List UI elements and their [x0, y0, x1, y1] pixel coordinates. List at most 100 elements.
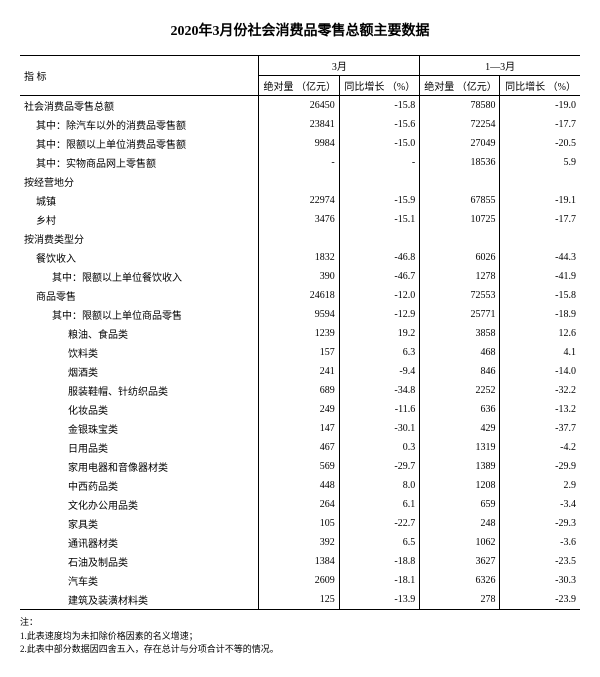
cell-abs2: 1389 — [420, 457, 500, 476]
cell-abs1: 22974 — [259, 191, 339, 210]
cell-abs1: 264 — [259, 495, 339, 514]
cell-abs2: 72254 — [420, 115, 500, 134]
cell-yoy1: -11.6 — [339, 400, 420, 419]
cell-yoy1: -46.7 — [339, 267, 420, 286]
cell-yoy2: -29.3 — [500, 514, 580, 533]
cell-yoy2: -41.9 — [500, 267, 580, 286]
row-label: 烟酒类 — [20, 362, 259, 381]
cell-yoy2: -30.3 — [500, 571, 580, 590]
cell-yoy2: 5.9 — [500, 153, 580, 172]
row-label: 金银珠宝类 — [20, 419, 259, 438]
cell-yoy2: -29.9 — [500, 457, 580, 476]
row-label: 石油及制品类 — [20, 552, 259, 571]
col-period1: 3月 — [259, 56, 420, 76]
cell-abs1: 390 — [259, 267, 339, 286]
cell-abs1: 147 — [259, 419, 339, 438]
row-label: 社会消费品零售总额 — [20, 96, 259, 116]
cell-abs1: 23841 — [259, 115, 339, 134]
cell-yoy1: -34.8 — [339, 381, 420, 400]
cell-abs2: 67855 — [420, 191, 500, 210]
row-label: 餐饮收入 — [20, 248, 259, 267]
cell-abs1: 9984 — [259, 134, 339, 153]
cell-abs2: 1278 — [420, 267, 500, 286]
cell-abs2: 18536 — [420, 153, 500, 172]
cell-abs1: 1832 — [259, 248, 339, 267]
cell-yoy1: -12.0 — [339, 286, 420, 305]
cell-yoy1: 6.3 — [339, 343, 420, 362]
col-yoy1: 同比增长 （%） — [339, 76, 420, 96]
cell-yoy2: -4.2 — [500, 438, 580, 457]
cell-yoy2: -3.4 — [500, 495, 580, 514]
cell-yoy1: 0.3 — [339, 438, 420, 457]
cell-yoy2: -3.6 — [500, 533, 580, 552]
cell-yoy2: -15.8 — [500, 286, 580, 305]
cell-yoy1: 19.2 — [339, 324, 420, 343]
cell-yoy1: -15.9 — [339, 191, 420, 210]
cell-abs2: 468 — [420, 343, 500, 362]
cell-abs2: 1208 — [420, 476, 500, 495]
cell-yoy1: 8.0 — [339, 476, 420, 495]
note-2: 2.此表中部分数据因四舍五入，存在总计与分项合计不等的情况。 — [20, 643, 580, 657]
cell-abs1: 9594 — [259, 305, 339, 324]
cell-abs2: 6026 — [420, 248, 500, 267]
row-label: 其中：限额以上单位商品零售 — [20, 305, 259, 324]
cell-yoy1: -15.6 — [339, 115, 420, 134]
cell-yoy1: 6.5 — [339, 533, 420, 552]
cell-abs2: 846 — [420, 362, 500, 381]
cell-abs2: 6326 — [420, 571, 500, 590]
row-label: 日用品类 — [20, 438, 259, 457]
cell-abs2: 1319 — [420, 438, 500, 457]
cell-abs1: 569 — [259, 457, 339, 476]
cell-abs2: 78580 — [420, 96, 500, 116]
table-title: 2020年3月份社会消费品零售总额主要数据 — [20, 20, 580, 40]
cell-abs2: 248 — [420, 514, 500, 533]
cell-abs1: 2609 — [259, 571, 339, 590]
cell-abs2: 2252 — [420, 381, 500, 400]
cell-yoy1: -46.8 — [339, 248, 420, 267]
col-abs2: 绝对量 （亿元） — [420, 76, 500, 96]
col-yoy2: 同比增长 （%） — [500, 76, 580, 96]
row-label: 其中：限额以上单位消费品零售额 — [20, 134, 259, 153]
data-table: 指 标 3月 1—3月 绝对量 （亿元） 同比增长 （%） 绝对量 （亿元） 同… — [20, 55, 580, 610]
cell-abs1: 157 — [259, 343, 339, 362]
cell-yoy2: -37.7 — [500, 419, 580, 438]
row-label: 通讯器材类 — [20, 533, 259, 552]
cell-yoy2: -19.1 — [500, 191, 580, 210]
cell-abs1: 26450 — [259, 96, 339, 116]
cell-yoy2: -32.2 — [500, 381, 580, 400]
cell-yoy2: -19.0 — [500, 96, 580, 116]
cell-yoy1: -18.1 — [339, 571, 420, 590]
cell-yoy2: 12.6 — [500, 324, 580, 343]
cell-abs1: 689 — [259, 381, 339, 400]
cell-abs1: 448 — [259, 476, 339, 495]
cell-abs2: 636 — [420, 400, 500, 419]
cell-yoy1: -22.7 — [339, 514, 420, 533]
section-row: 按经营地分 — [20, 172, 259, 191]
cell-yoy1: -15.1 — [339, 210, 420, 229]
row-label: 城镇 — [20, 191, 259, 210]
cell-abs1: 1384 — [259, 552, 339, 571]
cell-abs2: 1062 — [420, 533, 500, 552]
row-label: 乡村 — [20, 210, 259, 229]
row-label: 其中：限额以上单位餐饮收入 — [20, 267, 259, 286]
cell-abs1: 1239 — [259, 324, 339, 343]
cell-abs2: 429 — [420, 419, 500, 438]
cell-yoy1: 6.1 — [339, 495, 420, 514]
cell-yoy2: 2.9 — [500, 476, 580, 495]
notes: 注： 1.此表速度均为未扣除价格因素的名义增速； 2.此表中部分数据因四舍五入，… — [20, 616, 580, 657]
row-label: 其中：实物商品网上零售额 — [20, 153, 259, 172]
cell-abs2: 3858 — [420, 324, 500, 343]
row-label: 服装鞋帽、针纺织品类 — [20, 381, 259, 400]
row-label: 汽车类 — [20, 571, 259, 590]
row-label: 饮料类 — [20, 343, 259, 362]
row-label: 其中：除汽车以外的消费品零售额 — [20, 115, 259, 134]
row-label: 粮油、食品类 — [20, 324, 259, 343]
cell-yoy1: -13.9 — [339, 590, 420, 610]
cell-yoy1: - — [339, 153, 420, 172]
cell-yoy2: 4.1 — [500, 343, 580, 362]
cell-yoy2: -44.3 — [500, 248, 580, 267]
notes-label: 注： — [20, 616, 580, 630]
col-indicator: 指 标 — [20, 56, 259, 96]
cell-yoy1: -15.0 — [339, 134, 420, 153]
cell-abs1: 125 — [259, 590, 339, 610]
